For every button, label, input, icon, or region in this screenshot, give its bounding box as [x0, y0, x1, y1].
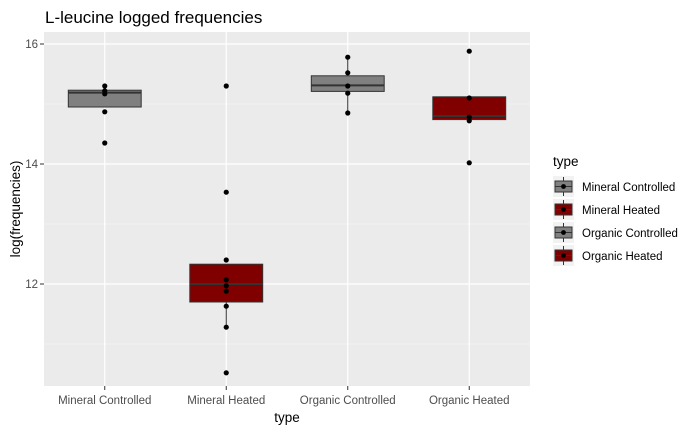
legend-item-organic-heated: Organic Heated	[553, 245, 663, 266]
legend-label: Mineral Heated	[582, 205, 660, 217]
x-tick-label: Mineral Heated	[187, 395, 265, 407]
legend-item-mineral-controlled: Mineral Controlled	[553, 176, 675, 197]
data-point	[223, 83, 229, 89]
legend-key-point	[561, 207, 566, 212]
x-tick-label: Organic Heated	[429, 395, 510, 407]
data-point	[345, 110, 351, 116]
box-mineral-heated	[189, 263, 264, 326]
data-point	[223, 288, 229, 294]
x-axis: Mineral Controlled Mineral Heated Organic …	[58, 386, 510, 407]
legend-item-mineral-heated: Mineral Heated	[553, 199, 660, 220]
x-tick-label: Mineral Controlled	[58, 395, 151, 407]
x-tick-label: Organic Controlled	[300, 395, 396, 407]
data-point	[466, 160, 472, 166]
legend-label: Organic Heated	[582, 251, 663, 263]
legend: type Mineral Controlled Mineral Heated Org…	[553, 154, 678, 266]
data-point	[223, 370, 229, 376]
data-point	[223, 324, 229, 330]
y-tick-label: 16	[25, 39, 38, 51]
data-point	[102, 140, 108, 146]
chart-title: L-leucine logged frequencies	[45, 8, 262, 27]
data-point	[223, 283, 229, 289]
legend-item-organic-controlled: Organic Controlled	[553, 222, 678, 243]
data-point	[345, 70, 351, 76]
data-points	[102, 48, 472, 376]
y-axis-title: log(frequencies)	[8, 161, 23, 258]
legend-title: type	[553, 154, 579, 169]
y-tick-label: 12	[25, 279, 38, 291]
legend-key-point	[561, 253, 566, 258]
y-tick-label: 14	[25, 159, 38, 171]
data-point	[466, 114, 472, 120]
data-point	[102, 91, 108, 97]
legend-label: Mineral Controlled	[582, 182, 675, 194]
data-point	[223, 189, 229, 195]
data-point	[345, 83, 351, 89]
plot-panel	[44, 32, 530, 386]
data-point	[102, 109, 108, 115]
data-point	[345, 90, 351, 96]
data-point	[223, 303, 229, 309]
x-axis-title: type	[274, 410, 300, 425]
data-point	[102, 83, 108, 89]
legend-key-point	[561, 184, 566, 189]
data-point	[345, 54, 351, 60]
data-point	[466, 95, 472, 101]
data-point	[466, 48, 472, 54]
data-point	[466, 118, 472, 124]
data-point	[223, 257, 229, 263]
legend-key-point	[561, 230, 566, 235]
y-axis: 12 14 16	[25, 39, 44, 291]
data-point	[223, 277, 229, 283]
legend-label: Organic Controlled	[582, 228, 678, 240]
